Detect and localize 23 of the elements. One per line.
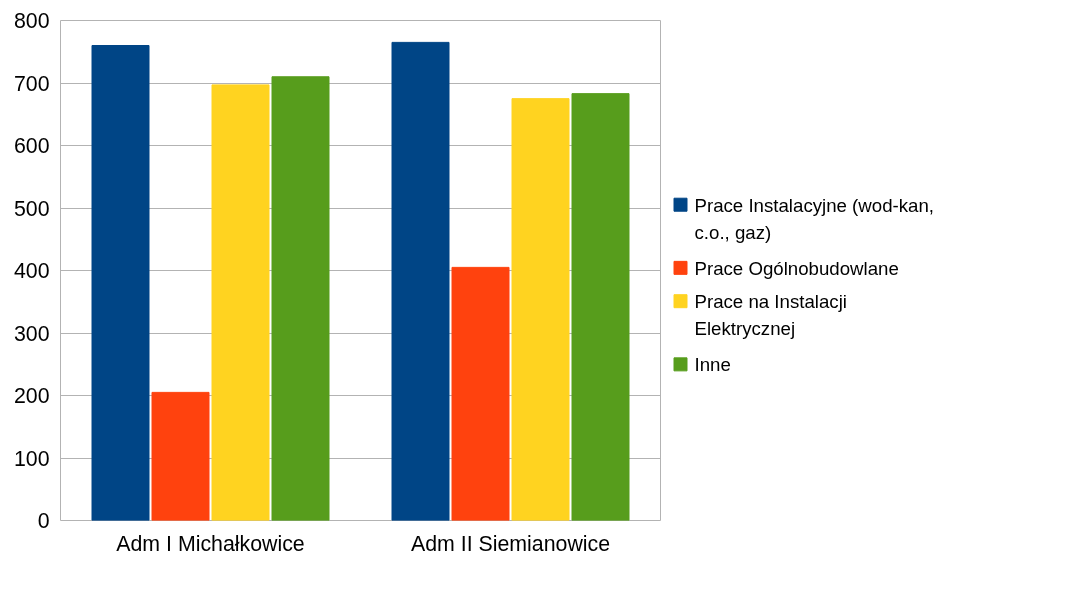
bar xyxy=(211,84,270,521)
bar xyxy=(511,98,570,521)
y-tick-label: 200 xyxy=(13,384,50,408)
legend-label: Prace na Instalacji Elektrycznej xyxy=(694,291,847,340)
legend-label: Prace Ogólnobudowlane xyxy=(694,257,899,279)
bar xyxy=(391,41,450,521)
y-tick-label: 0 xyxy=(37,509,50,533)
bar xyxy=(571,93,630,521)
bar xyxy=(271,76,330,521)
bar xyxy=(451,266,510,521)
y-tick-label: 100 xyxy=(13,446,50,471)
y-tick-label: 600 xyxy=(13,134,50,158)
y-tick-label: 700 xyxy=(13,71,50,96)
y-tick-label: 500 xyxy=(13,196,50,221)
bar xyxy=(91,45,150,521)
legend-label: Inne xyxy=(694,354,731,376)
y-tick-label: 400 xyxy=(13,259,50,283)
bar xyxy=(151,391,210,521)
y-tick-label: 800 xyxy=(13,9,50,33)
y-tick-label: 300 xyxy=(13,321,50,346)
legend-label: Prace Instalacyjne (wod-kan, c.o., gaz) xyxy=(694,194,935,244)
x-tick-label: Adm II Siemianowice xyxy=(410,531,611,556)
x-tick-label: Adm I Michałkowice xyxy=(116,531,305,556)
